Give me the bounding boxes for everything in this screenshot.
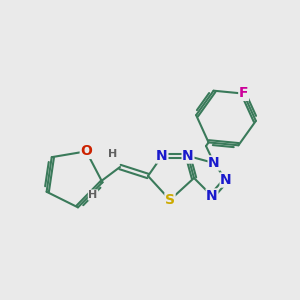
Text: F: F	[239, 86, 248, 100]
Text: H: H	[108, 149, 118, 159]
Text: N: N	[206, 189, 218, 203]
Text: N: N	[182, 149, 194, 163]
Text: H: H	[88, 190, 98, 200]
Text: N: N	[220, 173, 232, 187]
Text: S: S	[165, 193, 175, 207]
Text: O: O	[80, 144, 92, 158]
Text: N: N	[156, 149, 168, 163]
Text: N: N	[208, 156, 220, 170]
